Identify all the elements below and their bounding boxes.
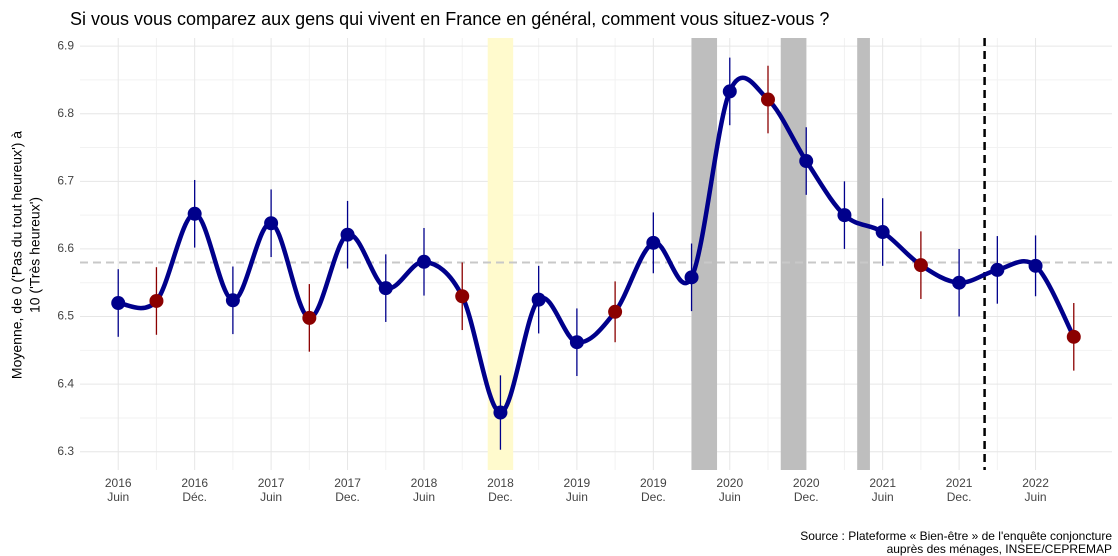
x-tick-label: 2017 [334,476,361,490]
data-point [111,296,126,311]
period-band [780,38,807,470]
data-point [799,154,814,169]
source: Source : Plateforme « Bien-être » de l'e… [800,529,1112,543]
data-point [761,92,775,107]
data-point [340,227,355,242]
data-point [608,304,623,319]
x-tick-label: 2021 [869,476,896,490]
data-point [149,293,164,308]
data-point [187,206,202,221]
x-tick-label: 2016 [105,476,132,490]
x-tick-label: Dec. [794,490,819,504]
data-point [990,262,1005,277]
x-tick-label: Juin [566,490,588,504]
data-point [531,292,546,307]
data-point [493,405,508,420]
period-band [691,38,718,470]
x-tick-label: Juin [719,490,741,504]
y-tick-label: 6.5 [57,309,74,323]
x-tick-label: 2020 [793,476,820,490]
x-tick-label: 2021 [946,476,973,490]
x-tick-label: Juin [1025,490,1047,504]
data-point [913,258,928,273]
data-point [722,84,737,99]
data-point [455,289,470,304]
data-point [225,293,240,308]
series-line [117,75,1076,415]
y-label-line: 10 ('Très heureux') [27,197,43,313]
x-tick-label: Juin [260,490,282,504]
x-tick-label: Dec. [488,490,513,504]
chart-title: Si vous vous comparez aux gens qui viven… [70,9,829,29]
period-band [857,38,870,470]
data-point [875,225,890,240]
y-tick-label: 6.4 [57,376,74,390]
data-point [1028,258,1043,273]
x-tick-label: 2018 [487,476,514,490]
source: auprès des ménages, INSEE/CEPREMAP [887,542,1112,556]
x-tick-label: 2016 [181,476,208,490]
data-point [264,216,279,231]
x-tick-label: Dec. [947,490,972,504]
data-point [1066,329,1081,344]
x-tick-label: Juin [872,490,894,504]
y-tick-label: 6.3 [57,444,74,458]
y-tick-label: 6.7 [57,173,74,187]
x-tick-label: Déc. [182,490,207,504]
x-tick-label: Juin [413,490,435,504]
y-tick-label: 6.6 [57,241,74,255]
data-point [837,208,852,223]
y-tick-label: 6.8 [57,106,74,120]
y-axis-label: Moyenne, de 0 ('Pas du tout heureux') à … [9,131,43,379]
x-tick-label: 2017 [258,476,285,490]
data-point [952,275,967,290]
x-tick-label: 2018 [411,476,438,490]
data-point [569,335,584,350]
x-tick-label: 2020 [716,476,743,490]
x-tick-label: Juin [107,490,129,504]
data-point [302,310,317,325]
x-tick-label: Dec. [641,490,666,504]
data-point [378,281,393,296]
data-point [646,235,661,250]
y-label-line: Moyenne, de 0 ('Pas du tout heureux') à [9,131,25,379]
x-tick-label: 2022 [1022,476,1049,490]
data-point [684,270,699,285]
x-tick-label: 2019 [640,476,667,490]
y-tick-label: 6.9 [57,38,74,52]
x-tick-label: Dec. [335,490,360,504]
data-point [417,254,431,269]
x-tick-label: 2019 [564,476,591,490]
